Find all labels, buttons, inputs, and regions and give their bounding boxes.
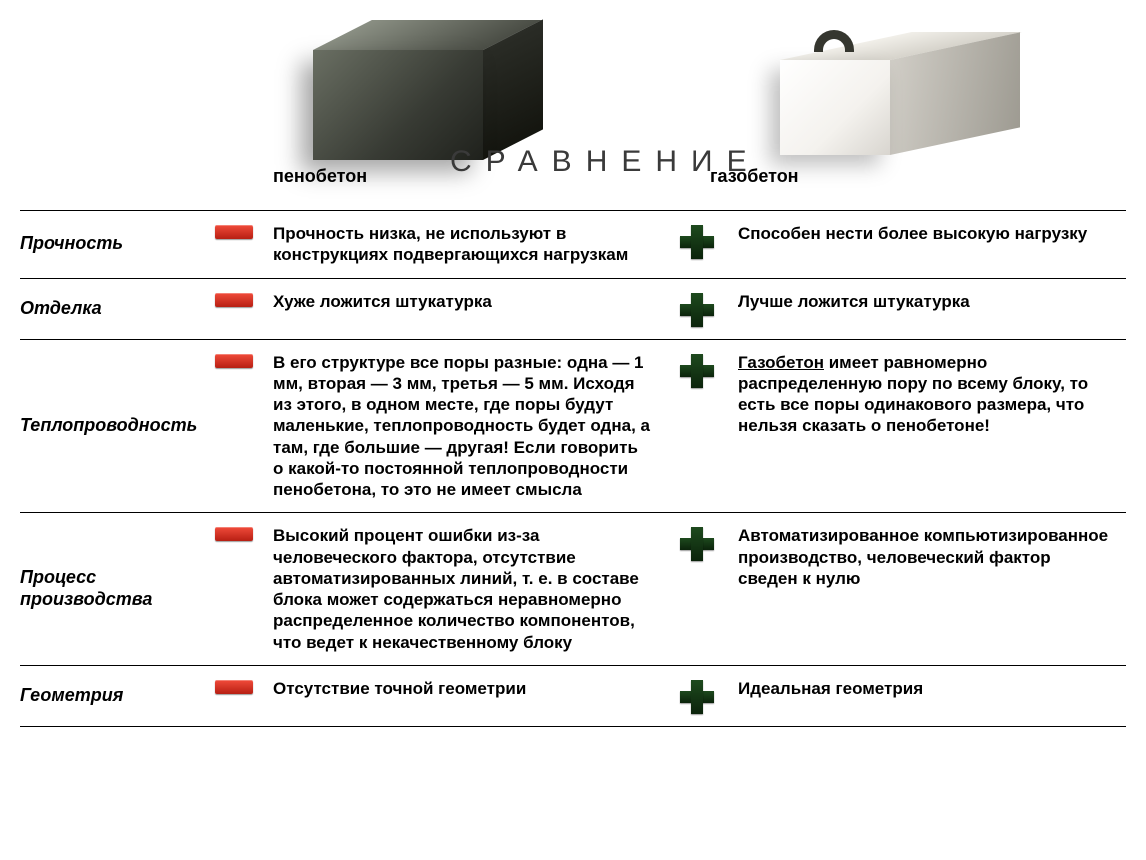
comparison-row: Теплопроводность В его структуре все поры… [20,339,1126,513]
left-text: Высокий процент ошибки из-за человеческо… [273,525,650,653]
minus-icon [215,291,273,307]
comparison-row: Процесс производства Высокий процент ошиб… [20,512,1126,665]
page-title: СРАВНЕНИЕ [450,145,761,179]
right-text: Автоматизированное компьютизированное пр… [738,525,1110,589]
left-text: Прочность низка, не используют в констру… [273,223,650,266]
right-cell: Способен нести более высокую нагрузку [680,223,1110,266]
comparison-row: Прочность Прочность низка, не используют … [20,210,1126,278]
property-label: Геометрия [20,678,215,714]
plus-icon [680,525,738,561]
property-label: Процесс производства [20,525,215,653]
minus-icon [215,352,273,368]
plus-icon [680,352,738,388]
right-cell: Лучше ложится штукатурка [680,291,1110,327]
comparison-table: Прочность Прочность низка, не используют … [20,210,1126,727]
left-cell: Отсутствие точной геометрии [215,678,680,714]
left-cell: Высокий процент ошибки из-за человеческо… [215,525,680,653]
right-text: Лучше ложится штукатурка [738,291,970,312]
comparison-row: Геометрия Отсутствие точной геометрии Идеа… [20,665,1126,727]
right-cell: Идеальная геометрия [680,678,1110,714]
left-cell: Прочность низка, не используют в констру… [215,223,680,266]
gas-concrete-image [680,10,1110,160]
property-label: Прочность [20,223,215,266]
left-text: Хуже ложится штукатурка [273,291,492,312]
right-cell: Газобетон имеет равномерно распределенну… [680,352,1110,501]
left-cell: В его структуре все поры разные: одна — … [215,352,680,501]
left-text: В его структуре все поры разные: одна — … [273,352,650,501]
foam-concrete-image [215,10,680,160]
plus-icon [680,223,738,259]
property-label: Теплопроводность [20,352,215,501]
left-text: Отсутствие точной геометрии [273,678,526,699]
plus-icon [680,678,738,714]
right-text: Способен нести более высокую нагрузку [738,223,1087,244]
property-label: Отделка [20,291,215,327]
plus-icon [680,291,738,327]
minus-icon [215,223,273,239]
right-text: Идеальная геометрия [738,678,923,699]
header: пенобетон газобетон СРАВНЕНИЕ [20,10,1126,210]
right-text: Газобетон имеет равномерно распределенну… [738,352,1110,437]
left-cell: Хуже ложится штукатурка [215,291,680,327]
comparison-row: Отделка Хуже ложится штукатурка Лучше ложи… [20,278,1126,339]
minus-icon [215,678,273,694]
right-cell: Автоматизированное компьютизированное пр… [680,525,1110,653]
minus-icon [215,525,273,541]
